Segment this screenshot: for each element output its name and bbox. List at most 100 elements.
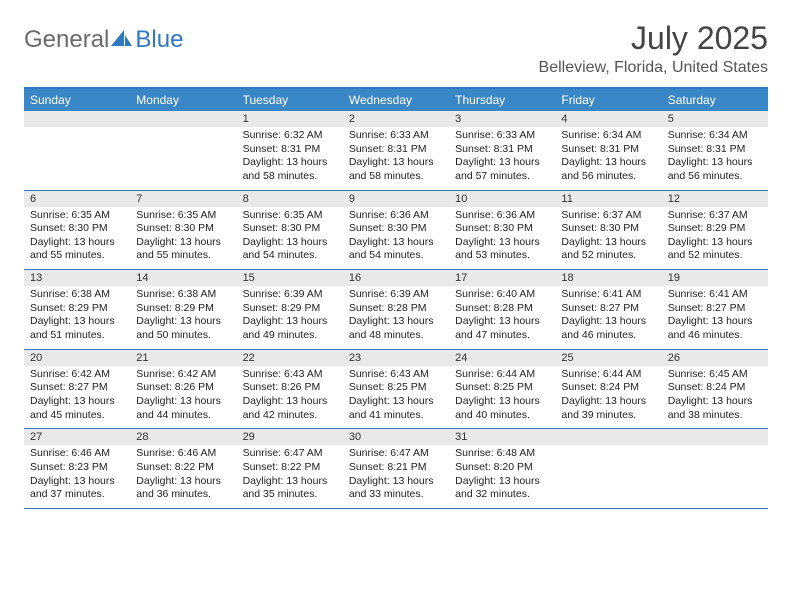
daynum-row: 13141516171819 bbox=[24, 270, 768, 286]
sunrise-text: Sunrise: 6:40 AM bbox=[455, 288, 551, 302]
weeks-container: 12345Sunrise: 6:32 AMSunset: 8:31 PMDayl… bbox=[24, 111, 768, 509]
dow-wednesday: Wednesday bbox=[343, 89, 449, 111]
day-cell bbox=[24, 127, 130, 190]
daylight-text: Daylight: 13 hours and 51 minutes. bbox=[30, 315, 126, 342]
sunset-text: Sunset: 8:27 PM bbox=[668, 302, 764, 316]
day-number: 31 bbox=[449, 429, 555, 445]
day-cell: Sunrise: 6:42 AMSunset: 8:26 PMDaylight:… bbox=[130, 366, 236, 429]
sunset-text: Sunset: 8:22 PM bbox=[243, 461, 339, 475]
sunrise-text: Sunrise: 6:33 AM bbox=[349, 129, 445, 143]
day-cell: Sunrise: 6:43 AMSunset: 8:25 PMDaylight:… bbox=[343, 366, 449, 429]
sunrise-text: Sunrise: 6:39 AM bbox=[349, 288, 445, 302]
day-number bbox=[130, 111, 236, 127]
sunset-text: Sunset: 8:21 PM bbox=[349, 461, 445, 475]
day-number: 24 bbox=[449, 350, 555, 366]
daylight-text: Daylight: 13 hours and 48 minutes. bbox=[349, 315, 445, 342]
day-cell: Sunrise: 6:36 AMSunset: 8:30 PMDaylight:… bbox=[449, 207, 555, 270]
daylight-text: Daylight: 13 hours and 41 minutes. bbox=[349, 395, 445, 422]
sunrise-text: Sunrise: 6:35 AM bbox=[243, 209, 339, 223]
daylight-text: Daylight: 13 hours and 50 minutes. bbox=[136, 315, 232, 342]
logo-sail-icon bbox=[111, 26, 133, 54]
day-cell: Sunrise: 6:47 AMSunset: 8:22 PMDaylight:… bbox=[237, 445, 343, 508]
day-number: 27 bbox=[24, 429, 130, 445]
daylight-text: Daylight: 13 hours and 54 minutes. bbox=[243, 236, 339, 263]
day-number: 21 bbox=[130, 350, 236, 366]
day-number: 20 bbox=[24, 350, 130, 366]
week-row: 2728293031Sunrise: 6:46 AMSunset: 8:23 P… bbox=[24, 429, 768, 509]
daylight-text: Daylight: 13 hours and 54 minutes. bbox=[349, 236, 445, 263]
sunrise-text: Sunrise: 6:47 AM bbox=[349, 447, 445, 461]
daylight-text: Daylight: 13 hours and 35 minutes. bbox=[243, 475, 339, 502]
sunrise-text: Sunrise: 6:36 AM bbox=[349, 209, 445, 223]
sunset-text: Sunset: 8:31 PM bbox=[455, 143, 551, 157]
daylight-text: Daylight: 13 hours and 36 minutes. bbox=[136, 475, 232, 502]
sunset-text: Sunset: 8:26 PM bbox=[136, 381, 232, 395]
dow-thursday: Thursday bbox=[449, 89, 555, 111]
day-cell: Sunrise: 6:39 AMSunset: 8:29 PMDaylight:… bbox=[237, 286, 343, 349]
sunset-text: Sunset: 8:30 PM bbox=[243, 222, 339, 236]
sunrise-text: Sunrise: 6:46 AM bbox=[30, 447, 126, 461]
day-cell: Sunrise: 6:38 AMSunset: 8:29 PMDaylight:… bbox=[130, 286, 236, 349]
sunrise-text: Sunrise: 6:38 AM bbox=[136, 288, 232, 302]
sunrise-text: Sunrise: 6:36 AM bbox=[455, 209, 551, 223]
dow-friday: Friday bbox=[555, 89, 661, 111]
sunset-text: Sunset: 8:28 PM bbox=[349, 302, 445, 316]
sunrise-text: Sunrise: 6:42 AM bbox=[136, 368, 232, 382]
day-number: 17 bbox=[449, 270, 555, 286]
day-cell: Sunrise: 6:46 AMSunset: 8:23 PMDaylight:… bbox=[24, 445, 130, 508]
week-row: 12345Sunrise: 6:32 AMSunset: 8:31 PMDayl… bbox=[24, 111, 768, 191]
title-block: July 2025 Belleview, Florida, United Sta… bbox=[539, 20, 768, 77]
day-number: 13 bbox=[24, 270, 130, 286]
page-title: July 2025 bbox=[539, 20, 768, 57]
daylight-text: Daylight: 13 hours and 56 minutes. bbox=[561, 156, 657, 183]
cell-body-row: Sunrise: 6:46 AMSunset: 8:23 PMDaylight:… bbox=[24, 445, 768, 508]
daylight-text: Daylight: 13 hours and 56 minutes. bbox=[668, 156, 764, 183]
day-cell: Sunrise: 6:32 AMSunset: 8:31 PMDaylight:… bbox=[237, 127, 343, 190]
daylight-text: Daylight: 13 hours and 33 minutes. bbox=[349, 475, 445, 502]
sunset-text: Sunset: 8:25 PM bbox=[455, 381, 551, 395]
sunrise-text: Sunrise: 6:45 AM bbox=[668, 368, 764, 382]
daylight-text: Daylight: 13 hours and 47 minutes. bbox=[455, 315, 551, 342]
sunset-text: Sunset: 8:29 PM bbox=[136, 302, 232, 316]
dow-tuesday: Tuesday bbox=[237, 89, 343, 111]
sunrise-text: Sunrise: 6:38 AM bbox=[30, 288, 126, 302]
sunrise-text: Sunrise: 6:42 AM bbox=[30, 368, 126, 382]
daylight-text: Daylight: 13 hours and 39 minutes. bbox=[561, 395, 657, 422]
sunset-text: Sunset: 8:31 PM bbox=[668, 143, 764, 157]
daylight-text: Daylight: 13 hours and 55 minutes. bbox=[30, 236, 126, 263]
day-cell bbox=[130, 127, 236, 190]
day-cell: Sunrise: 6:46 AMSunset: 8:22 PMDaylight:… bbox=[130, 445, 236, 508]
daylight-text: Daylight: 13 hours and 52 minutes. bbox=[561, 236, 657, 263]
sunset-text: Sunset: 8:29 PM bbox=[668, 222, 764, 236]
day-cell: Sunrise: 6:40 AMSunset: 8:28 PMDaylight:… bbox=[449, 286, 555, 349]
day-number: 2 bbox=[343, 111, 449, 127]
day-cell: Sunrise: 6:47 AMSunset: 8:21 PMDaylight:… bbox=[343, 445, 449, 508]
day-cell: Sunrise: 6:41 AMSunset: 8:27 PMDaylight:… bbox=[555, 286, 661, 349]
sunrise-text: Sunrise: 6:43 AM bbox=[349, 368, 445, 382]
sunset-text: Sunset: 8:31 PM bbox=[561, 143, 657, 157]
day-cell: Sunrise: 6:44 AMSunset: 8:25 PMDaylight:… bbox=[449, 366, 555, 429]
day-number: 3 bbox=[449, 111, 555, 127]
daylight-text: Daylight: 13 hours and 37 minutes. bbox=[30, 475, 126, 502]
day-number: 4 bbox=[555, 111, 661, 127]
daynum-row: 2728293031 bbox=[24, 429, 768, 445]
day-number bbox=[555, 429, 661, 445]
day-cell: Sunrise: 6:45 AMSunset: 8:24 PMDaylight:… bbox=[662, 366, 768, 429]
sunset-text: Sunset: 8:20 PM bbox=[455, 461, 551, 475]
daynum-row: 12345 bbox=[24, 111, 768, 127]
day-cell: Sunrise: 6:33 AMSunset: 8:31 PMDaylight:… bbox=[343, 127, 449, 190]
day-cell: Sunrise: 6:37 AMSunset: 8:29 PMDaylight:… bbox=[662, 207, 768, 270]
sunrise-text: Sunrise: 6:48 AM bbox=[455, 447, 551, 461]
day-number: 15 bbox=[237, 270, 343, 286]
daylight-text: Daylight: 13 hours and 45 minutes. bbox=[30, 395, 126, 422]
day-number: 22 bbox=[237, 350, 343, 366]
sunset-text: Sunset: 8:30 PM bbox=[561, 222, 657, 236]
dow-monday: Monday bbox=[130, 89, 236, 111]
day-number: 16 bbox=[343, 270, 449, 286]
day-cell: Sunrise: 6:48 AMSunset: 8:20 PMDaylight:… bbox=[449, 445, 555, 508]
sunset-text: Sunset: 8:30 PM bbox=[136, 222, 232, 236]
day-number: 7 bbox=[130, 191, 236, 207]
day-cell: Sunrise: 6:35 AMSunset: 8:30 PMDaylight:… bbox=[237, 207, 343, 270]
cell-body-row: Sunrise: 6:35 AMSunset: 8:30 PMDaylight:… bbox=[24, 207, 768, 270]
day-number: 23 bbox=[343, 350, 449, 366]
